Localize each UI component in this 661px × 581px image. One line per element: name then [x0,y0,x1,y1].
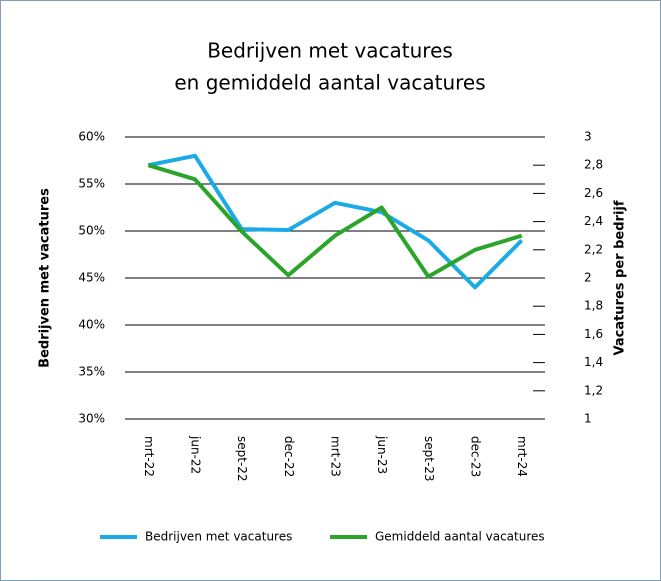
y2-tick-label: 3 [584,130,592,144]
y-tick-label: 45% [78,271,105,285]
x-tick-label: mrt-22 [142,436,156,477]
y2-tick-label: 2,6 [584,186,603,200]
series-line [147,163,523,279]
y-tick-label: 60% [78,130,105,144]
x-tick-label: jun-23 [375,435,389,474]
y2-tick-label: 1,6 [584,327,603,341]
y2-axis-title: Vacatures per bedrijf [613,200,628,355]
x-tick-label: dec-23 [469,436,483,477]
y2-tick-label: 2 [584,271,592,285]
y-axis-title: Bedrijven met vacatures [38,188,53,368]
y2-tick-label: 1 [584,412,592,426]
y2-tick-label: 1,2 [584,383,603,397]
series-line [147,153,524,290]
y2-tick-label: 2,8 [584,158,603,172]
legend-label: Gemiddeld aantal vacatures [375,530,545,544]
y2-tick-label: 2,2 [584,242,603,256]
y-tick-label: 55% [78,177,105,191]
x-tick-label: dec-22 [282,436,296,477]
y-tick-label: 40% [78,318,105,332]
x-tick-label: mrt-23 [329,436,343,477]
x-tick-label: sept-22 [235,436,249,482]
x-tick-label: jun-22 [189,435,203,474]
chart-title: en gemiddeld aantal vacatures [174,71,485,95]
y2-tick-label: 2,4 [584,214,603,228]
x-tick-label: mrt-24 [515,436,529,477]
y-tick-label: 30% [78,412,105,426]
chart-title: Bedrijven met vacatures [207,39,453,63]
y-tick-label: 35% [78,365,105,379]
legend-label: Bedrijven met vacatures [145,530,292,544]
y2-tick-label: 1,4 [584,355,603,369]
x-tick-label: sept-23 [422,436,436,482]
y-tick-label: 50% [78,224,105,238]
y2-tick-label: 1,8 [584,299,603,313]
